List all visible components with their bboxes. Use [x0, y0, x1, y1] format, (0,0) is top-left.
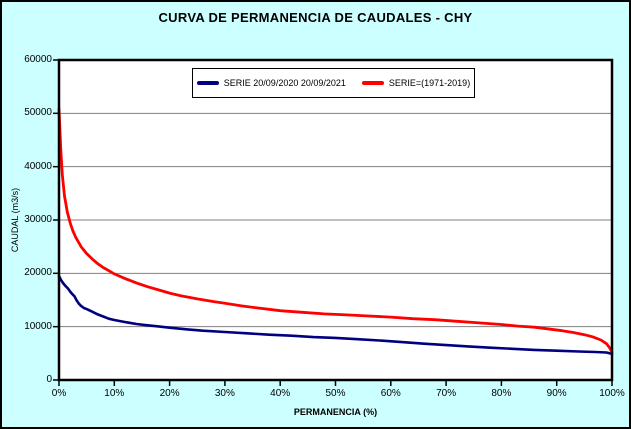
y-tick-label: 10000: [24, 320, 52, 332]
y-tick-label: 0: [46, 374, 52, 385]
legend-line-sample-blue-icon: [196, 81, 219, 85]
y-tick-label: 50000: [24, 107, 52, 119]
x-tick-label: 0%: [51, 388, 67, 399]
y-tick-label: 60000: [24, 54, 52, 65]
y-tick-label: 30000: [24, 214, 52, 225]
x-tick-label: 100%: [599, 388, 625, 399]
plot-border: [57, 58, 614, 382]
y-tick-label: 20000: [24, 267, 52, 279]
y-tick-label: 40000: [24, 160, 52, 172]
x-axis-title: PERMANENCIA (%): [293, 407, 378, 417]
x-tick-label: 40%: [270, 388, 291, 399]
chart-title: CURVA DE PERMANENCIA DE CAUDALES - CHY: [158, 10, 473, 25]
x-tick-label: 30%: [214, 388, 235, 399]
x-tick-label: 50%: [325, 388, 346, 399]
legend-item-serie-1971-2019: SERIE=(1971-2019): [361, 78, 471, 88]
x-tick-label: 90%: [546, 388, 567, 399]
x-tick-label: 80%: [491, 388, 512, 399]
series-line-1: [57, 107, 614, 354]
legend-item-serie-2020-2021: SERIE 20/09/2020 20/09/2021: [196, 78, 346, 88]
legend-label-serie-2020-2021: SERIE 20/09/2020 20/09/2021: [223, 78, 346, 88]
x-tick-label: 20%: [159, 388, 180, 399]
legend: SERIE 20/09/2020 20/09/2021 SERIE=(1971-…: [192, 68, 475, 98]
legend-label-serie-1971-2019: SERIE=(1971-2019): [388, 78, 471, 88]
legend-line-sample-red-icon: [361, 81, 384, 85]
x-tick-label: 10%: [104, 388, 125, 399]
x-tick-label: 60%: [380, 388, 401, 399]
x-tick-label: 70%: [436, 388, 457, 399]
series-line-0: [57, 274, 614, 356]
